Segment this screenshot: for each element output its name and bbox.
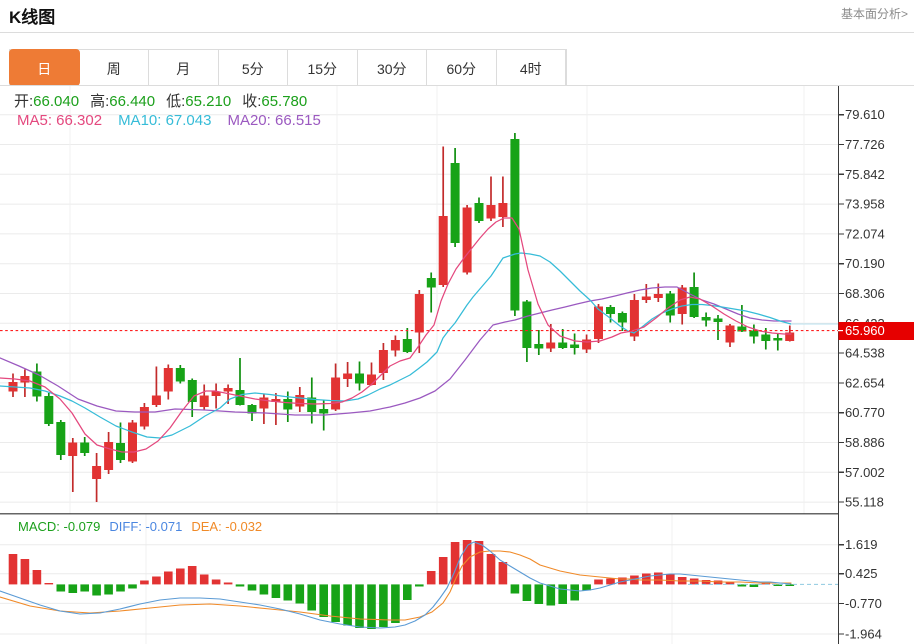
svg-text:73.958: 73.958	[845, 197, 885, 212]
svg-text:68.306: 68.306	[845, 286, 885, 301]
svg-text:75.842: 75.842	[845, 167, 885, 182]
svg-text:57.002: 57.002	[845, 465, 885, 480]
svg-text:58.886: 58.886	[845, 435, 885, 450]
svg-text:-0.770: -0.770	[845, 596, 882, 611]
svg-text:64.538: 64.538	[845, 346, 885, 361]
svg-text:65.960: 65.960	[845, 323, 885, 338]
svg-text:-1.964: -1.964	[845, 627, 882, 642]
svg-text:0.425: 0.425	[845, 566, 878, 581]
svg-text:62.654: 62.654	[845, 375, 885, 390]
svg-text:72.074: 72.074	[845, 226, 885, 241]
svg-text:77.726: 77.726	[845, 137, 885, 152]
svg-text:79.610: 79.610	[845, 107, 885, 122]
svg-text:60.770: 60.770	[845, 405, 885, 420]
svg-text:70.190: 70.190	[845, 256, 885, 271]
svg-text:55.118: 55.118	[845, 495, 884, 510]
svg-text:1.619: 1.619	[845, 537, 878, 552]
